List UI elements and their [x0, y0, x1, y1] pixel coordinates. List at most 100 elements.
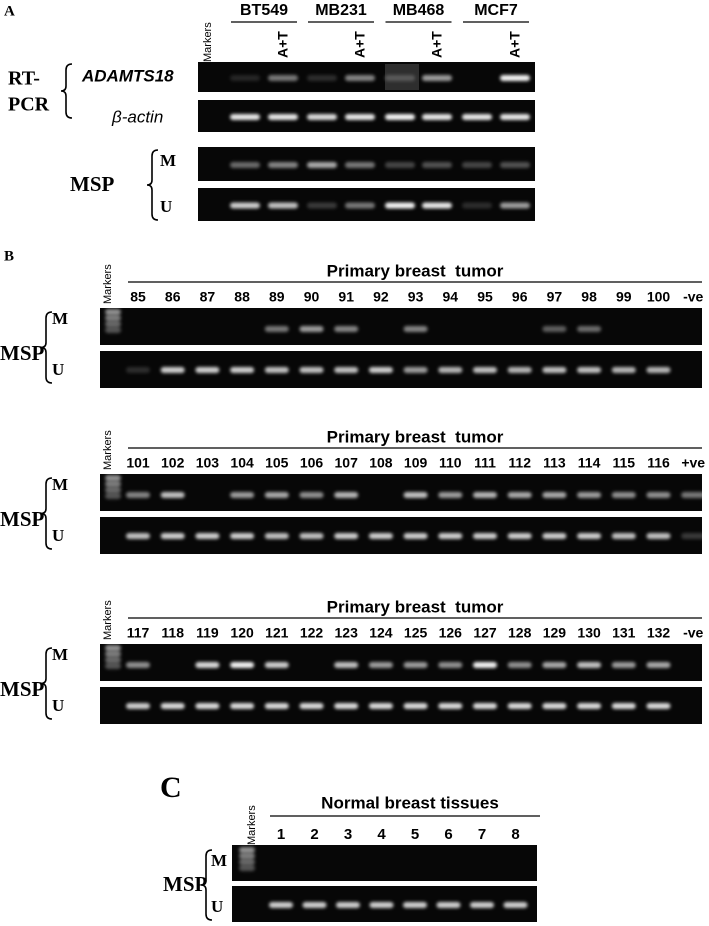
lane-label: 114: [578, 455, 601, 471]
gel: [100, 308, 702, 345]
band: [611, 662, 636, 668]
band: [160, 533, 185, 539]
band: [368, 662, 393, 668]
band: [422, 114, 452, 120]
band: [126, 367, 150, 373]
panel-label: C: [160, 771, 182, 804]
band: [264, 533, 289, 539]
band: [681, 533, 706, 539]
band: [334, 492, 359, 498]
band: [160, 703, 185, 709]
markers-label: Markers: [102, 600, 114, 640]
band: [160, 367, 185, 373]
band: [334, 703, 359, 709]
brace: [40, 311, 53, 384]
band: [403, 662, 428, 668]
band: [307, 114, 337, 120]
band: [299, 326, 324, 332]
panel-label: A: [4, 3, 15, 19]
band: [269, 902, 293, 908]
band: [105, 657, 121, 663]
band: [473, 492, 497, 498]
band: [195, 367, 220, 373]
lane-label: -ve: [683, 625, 703, 641]
gel: [100, 474, 702, 511]
band: [577, 326, 602, 332]
band: [264, 326, 289, 332]
band: [473, 533, 497, 539]
band: [436, 902, 461, 908]
band: [368, 367, 393, 373]
band: [438, 492, 463, 498]
rt-pcr-label: RT-: [8, 68, 40, 90]
band: [307, 75, 337, 81]
brace: [200, 849, 213, 921]
lane-label: 125: [404, 625, 428, 641]
lane-label: 98: [581, 289, 597, 305]
band: [611, 703, 636, 709]
msp-label: MSP: [163, 872, 208, 896]
lane-label: 108: [369, 455, 393, 471]
band: [230, 162, 260, 168]
gel-title: Primary breast tumor: [327, 261, 504, 280]
lane-label: 116: [647, 455, 670, 471]
smear: [385, 64, 419, 90]
lane-label: 115: [613, 455, 636, 471]
lane-label: 101: [126, 455, 150, 471]
lane-label: 103: [196, 455, 220, 471]
band: [268, 202, 298, 209]
band: [507, 367, 532, 373]
gel: [232, 845, 537, 881]
band: [542, 367, 567, 373]
lane-label: -ve: [683, 289, 703, 305]
gel-title: Primary breast tumor: [327, 597, 504, 616]
cell-line-label: MCF7: [474, 2, 518, 19]
band: [126, 533, 150, 539]
lane-label: 5: [411, 826, 419, 843]
band: [681, 492, 706, 498]
band: [105, 481, 121, 487]
rt-pcr-label: PCR: [8, 94, 50, 116]
band: [473, 662, 497, 668]
band: [646, 367, 671, 373]
band: [438, 533, 463, 539]
band: [105, 645, 121, 651]
band: [542, 326, 567, 332]
band: [646, 492, 671, 498]
band: [105, 651, 121, 657]
band: [385, 114, 415, 120]
row-label: U: [211, 897, 223, 916]
band: [422, 75, 452, 81]
band: [302, 902, 327, 908]
band: [462, 162, 492, 168]
row-label: U: [160, 197, 172, 216]
gel: [100, 644, 702, 681]
lane-label: 97: [547, 289, 563, 305]
gene-label: ADAMTS18: [81, 66, 174, 85]
lane-label: 120: [230, 625, 254, 641]
band: [334, 367, 359, 373]
lane-label: 118: [161, 625, 184, 641]
band: [268, 162, 298, 168]
band: [403, 367, 428, 373]
treatment-label: A+T: [275, 31, 291, 58]
lane-label: 89: [269, 289, 285, 305]
band: [230, 367, 255, 373]
lane-label: 121: [265, 625, 289, 641]
lane-label: 111: [474, 455, 496, 471]
band: [542, 492, 567, 498]
band: [473, 367, 497, 373]
band: [611, 533, 636, 539]
band: [470, 902, 494, 908]
panel-label: B: [4, 248, 14, 264]
band: [500, 202, 530, 209]
band: [507, 533, 532, 539]
band: [239, 865, 255, 871]
band: [230, 75, 260, 81]
brace: [60, 63, 73, 119]
band: [646, 533, 671, 539]
lane-label: 104: [230, 455, 254, 471]
band: [195, 662, 220, 668]
band: [473, 703, 497, 709]
